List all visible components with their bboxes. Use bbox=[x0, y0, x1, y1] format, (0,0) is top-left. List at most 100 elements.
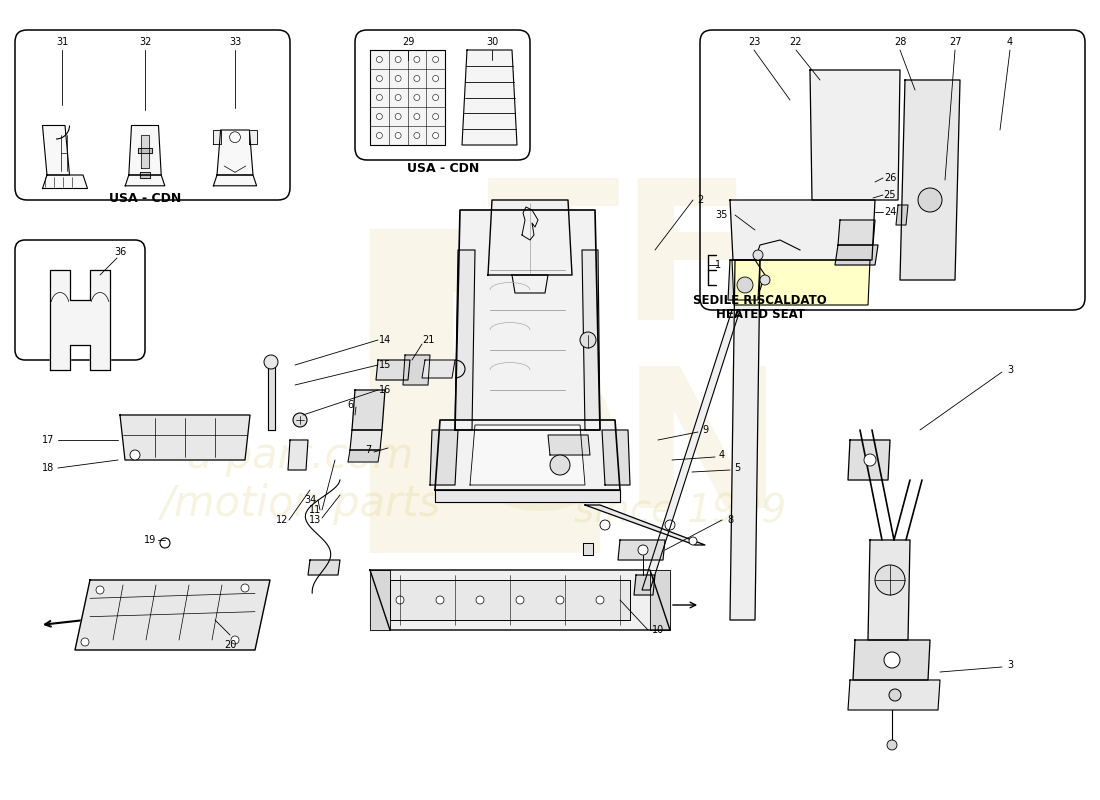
Polygon shape bbox=[582, 250, 600, 430]
Circle shape bbox=[230, 132, 241, 142]
Polygon shape bbox=[900, 80, 960, 280]
Polygon shape bbox=[650, 570, 670, 630]
Text: 18: 18 bbox=[42, 463, 54, 473]
Text: 15: 15 bbox=[378, 360, 392, 370]
Text: 33: 33 bbox=[229, 37, 241, 47]
Circle shape bbox=[160, 538, 170, 548]
Polygon shape bbox=[213, 130, 221, 143]
Polygon shape bbox=[43, 126, 69, 175]
Text: 4: 4 bbox=[719, 450, 725, 460]
Circle shape bbox=[432, 75, 439, 82]
Text: 9: 9 bbox=[702, 425, 708, 435]
Circle shape bbox=[414, 57, 420, 62]
Polygon shape bbox=[129, 126, 162, 175]
Polygon shape bbox=[370, 50, 446, 145]
Polygon shape bbox=[848, 440, 890, 480]
Text: 6: 6 bbox=[346, 400, 353, 410]
Circle shape bbox=[596, 596, 604, 604]
Text: since 1999: since 1999 bbox=[574, 491, 786, 529]
Polygon shape bbox=[142, 134, 148, 168]
Polygon shape bbox=[403, 355, 430, 385]
Polygon shape bbox=[583, 543, 593, 555]
Text: 23: 23 bbox=[748, 37, 760, 47]
Polygon shape bbox=[288, 440, 308, 470]
Circle shape bbox=[638, 545, 648, 555]
Polygon shape bbox=[120, 415, 250, 460]
Text: 28: 28 bbox=[894, 37, 906, 47]
Text: 12: 12 bbox=[276, 515, 288, 525]
Polygon shape bbox=[642, 310, 740, 590]
Circle shape bbox=[376, 57, 383, 62]
Polygon shape bbox=[848, 680, 940, 710]
Polygon shape bbox=[455, 250, 475, 430]
Text: 25: 25 bbox=[883, 190, 896, 200]
Polygon shape bbox=[730, 200, 875, 260]
Circle shape bbox=[96, 586, 104, 594]
Text: 29: 29 bbox=[402, 37, 415, 47]
Polygon shape bbox=[434, 420, 620, 490]
Text: USA - CDN: USA - CDN bbox=[109, 191, 182, 205]
Text: 32: 32 bbox=[139, 37, 151, 47]
Circle shape bbox=[889, 689, 901, 701]
Text: 17: 17 bbox=[42, 435, 54, 445]
Circle shape bbox=[395, 75, 402, 82]
Circle shape bbox=[689, 537, 697, 545]
Polygon shape bbox=[548, 435, 590, 455]
Polygon shape bbox=[370, 570, 390, 630]
Circle shape bbox=[884, 652, 900, 668]
Text: HEATED SEAT: HEATED SEAT bbox=[715, 309, 804, 322]
Text: 3: 3 bbox=[1006, 660, 1013, 670]
Text: 10: 10 bbox=[652, 625, 664, 635]
Polygon shape bbox=[376, 360, 410, 380]
Polygon shape bbox=[268, 365, 275, 430]
Text: 30: 30 bbox=[486, 37, 498, 47]
Circle shape bbox=[264, 355, 278, 369]
Text: 8: 8 bbox=[727, 515, 733, 525]
Polygon shape bbox=[348, 450, 380, 462]
Text: 31: 31 bbox=[56, 37, 68, 47]
Polygon shape bbox=[430, 430, 458, 485]
Circle shape bbox=[432, 94, 439, 101]
Circle shape bbox=[874, 565, 905, 595]
Circle shape bbox=[241, 584, 249, 592]
Text: 1: 1 bbox=[715, 260, 722, 270]
Polygon shape bbox=[434, 490, 620, 502]
Text: E: E bbox=[328, 215, 631, 645]
Polygon shape bbox=[488, 200, 572, 275]
Circle shape bbox=[414, 114, 420, 119]
Polygon shape bbox=[618, 540, 666, 560]
Text: 16: 16 bbox=[378, 385, 392, 395]
Circle shape bbox=[414, 75, 420, 82]
Circle shape bbox=[666, 520, 675, 530]
Circle shape bbox=[130, 450, 140, 460]
Polygon shape bbox=[370, 570, 670, 630]
Polygon shape bbox=[868, 540, 910, 640]
Circle shape bbox=[81, 638, 89, 646]
Text: 3: 3 bbox=[1006, 365, 1013, 375]
Text: 35: 35 bbox=[716, 210, 728, 220]
Text: a part.com
/motion parts: a part.com /motion parts bbox=[160, 434, 440, 526]
Circle shape bbox=[864, 454, 876, 466]
Polygon shape bbox=[213, 175, 256, 186]
Circle shape bbox=[432, 114, 439, 119]
Polygon shape bbox=[835, 245, 878, 265]
Text: 11: 11 bbox=[309, 505, 321, 515]
Polygon shape bbox=[852, 640, 930, 680]
Circle shape bbox=[376, 94, 383, 101]
Text: 27: 27 bbox=[948, 37, 961, 47]
Text: 24: 24 bbox=[883, 207, 896, 217]
Text: USA - CDN: USA - CDN bbox=[407, 162, 480, 174]
Polygon shape bbox=[138, 148, 152, 153]
Polygon shape bbox=[455, 210, 600, 430]
Text: 7: 7 bbox=[365, 445, 371, 455]
Circle shape bbox=[414, 133, 420, 138]
Polygon shape bbox=[350, 430, 382, 450]
Circle shape bbox=[395, 94, 402, 101]
Polygon shape bbox=[732, 260, 870, 305]
Circle shape bbox=[760, 275, 770, 285]
Polygon shape bbox=[50, 270, 110, 370]
Text: 36: 36 bbox=[114, 247, 126, 257]
Circle shape bbox=[396, 596, 404, 604]
Text: 19: 19 bbox=[144, 535, 156, 545]
Circle shape bbox=[395, 133, 402, 138]
